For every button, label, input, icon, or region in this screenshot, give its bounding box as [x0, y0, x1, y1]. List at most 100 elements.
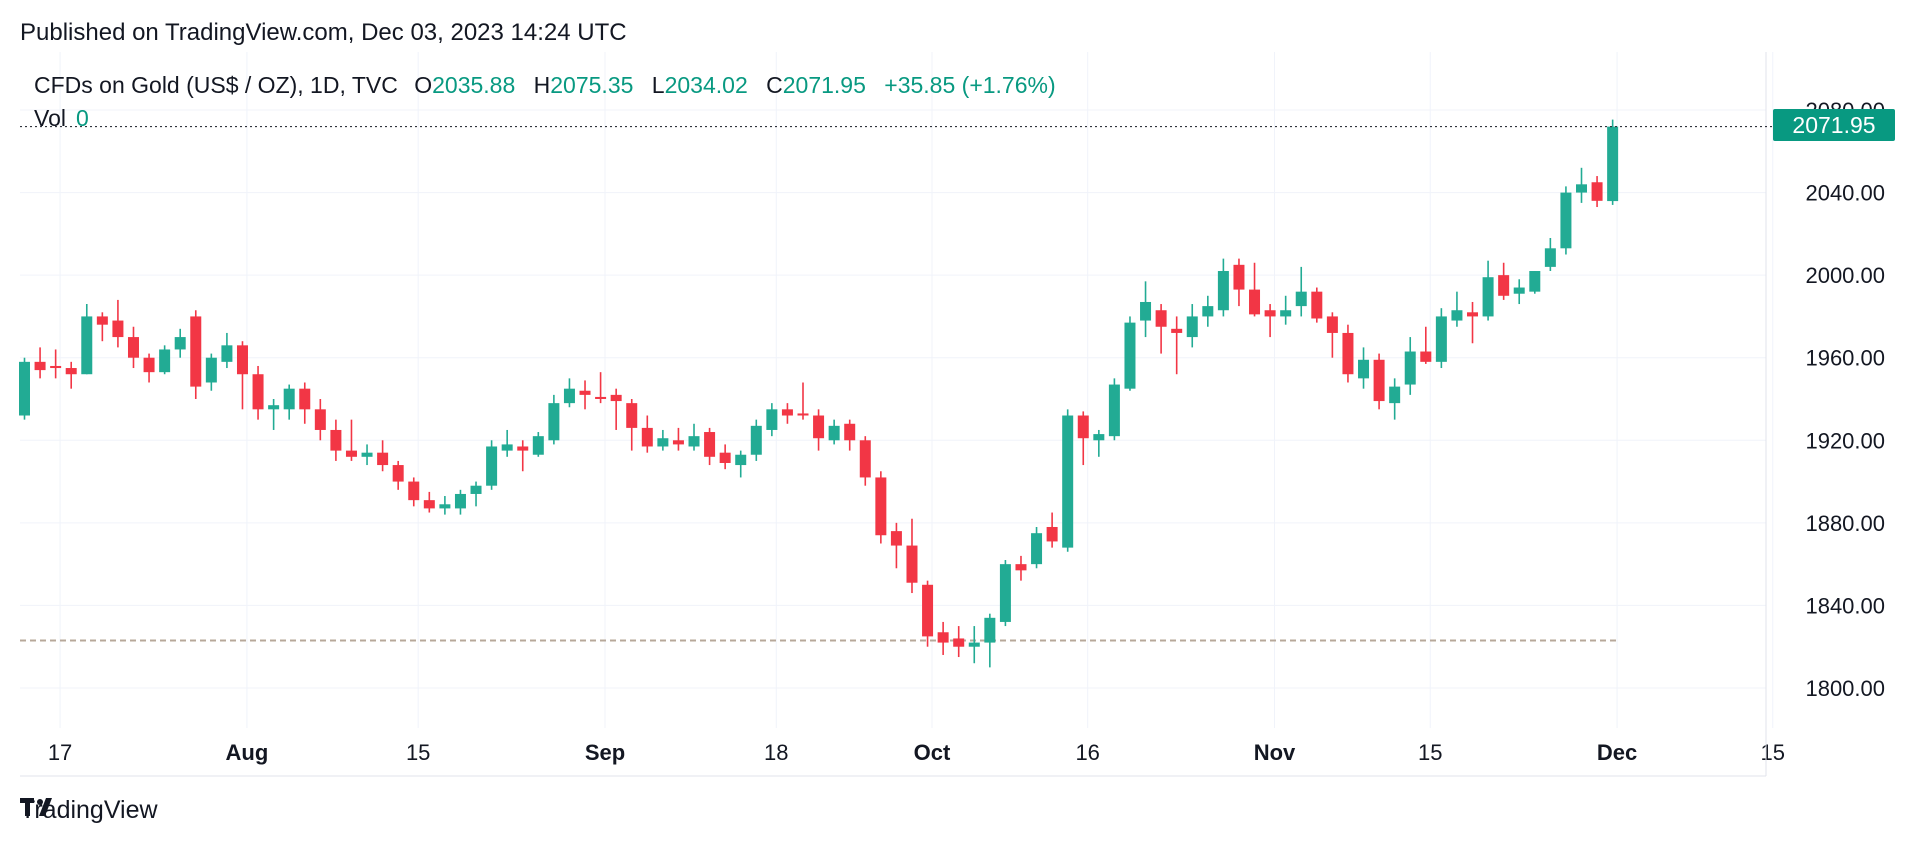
candle-body	[1576, 184, 1587, 193]
candle-body	[112, 320, 124, 338]
candle-body	[330, 429, 342, 451]
candle-body	[657, 438, 669, 447]
candle-body	[719, 452, 731, 463]
candle-body	[1420, 351, 1432, 362]
candle-body	[595, 396, 607, 399]
candle-body	[1358, 359, 1370, 379]
candle-body	[610, 394, 622, 402]
candle-body	[641, 427, 653, 447]
candle-body	[1077, 415, 1089, 439]
x-tick-label: Oct	[914, 740, 951, 765]
low-label: L	[651, 72, 665, 98]
candle-body	[828, 425, 840, 441]
candle-body	[1607, 126, 1619, 202]
candle-body	[299, 388, 311, 410]
candle-body	[423, 500, 435, 509]
x-tick-label: 18	[764, 740, 788, 765]
candle-body	[96, 316, 108, 325]
candle-body	[1124, 322, 1136, 389]
candle-body	[159, 349, 171, 373]
y-tick-label: 1800.00	[1805, 676, 1885, 701]
candle-body	[1513, 287, 1525, 294]
candle-body	[439, 504, 451, 509]
candle-body	[174, 337, 186, 350]
symbol-legend: CFDs on Gold (US$ / OZ), 1D, TVC O2035.8…	[34, 72, 1056, 99]
candle-body	[236, 345, 248, 375]
candle-body	[283, 388, 295, 410]
candle-body	[268, 405, 280, 410]
candle-body	[1186, 316, 1198, 338]
candle-body	[1326, 316, 1338, 333]
x-tick-label: Aug	[226, 740, 269, 765]
high-label: H	[533, 72, 551, 98]
candle-body	[766, 409, 778, 430]
candle-body	[1404, 351, 1416, 385]
candle-body	[50, 365, 62, 369]
candle-body	[1295, 291, 1307, 307]
candle-body	[579, 390, 591, 395]
candle-body	[19, 361, 30, 416]
candle-body	[377, 452, 389, 466]
candle-body	[672, 440, 684, 445]
candle-body	[1046, 526, 1058, 542]
last-price-badge: 2071.95	[1773, 109, 1895, 141]
candle-body	[454, 493, 466, 509]
published-caption: Published on TradingView.com, Dec 03, 20…	[20, 19, 627, 46]
candle-body	[1311, 291, 1323, 319]
volume-legend: Vol 0	[34, 105, 89, 132]
candle-body	[1280, 310, 1292, 317]
candle-body	[1560, 192, 1572, 249]
y-tick-label: 2040.00	[1805, 181, 1885, 206]
candle-body	[1544, 248, 1556, 267]
y-tick-label: 2000.00	[1805, 263, 1885, 288]
candle-body	[548, 403, 560, 441]
candle-body	[81, 316, 93, 375]
candle-body	[813, 415, 825, 439]
candle-body	[1451, 310, 1463, 321]
candle-body	[1233, 264, 1245, 290]
candle-body	[1155, 310, 1167, 327]
candle-body	[781, 409, 793, 416]
candle-body	[1529, 271, 1541, 292]
x-tick-label: 16	[1075, 740, 1099, 765]
candle-body	[875, 477, 887, 536]
candle-body	[750, 425, 762, 455]
open-value: 2035.88	[432, 72, 516, 98]
candle-body	[984, 617, 996, 643]
x-tick-label: 15	[1761, 740, 1785, 765]
candle-body	[1498, 275, 1510, 296]
candle-body	[1435, 316, 1447, 362]
candle-body	[1482, 277, 1494, 317]
candle-body	[1031, 533, 1043, 565]
candle-body	[1217, 271, 1229, 311]
symbol-name[interactable]: CFDs on Gold (US$ / OZ), 1D, TVC	[34, 72, 398, 98]
candle-body	[906, 545, 918, 583]
volume-value: 0	[75, 105, 89, 131]
candle-body	[953, 638, 965, 647]
candle-body	[1062, 415, 1074, 548]
candle-body	[1015, 564, 1027, 571]
candle-body	[859, 440, 871, 478]
candle-body	[1140, 301, 1152, 321]
candle-body	[143, 357, 155, 373]
x-tick-label: Nov	[1254, 740, 1296, 765]
tradingview-brand[interactable]: TradingView	[20, 796, 158, 825]
candle-body	[221, 345, 233, 362]
candle-body	[626, 403, 638, 428]
candle-body	[1467, 312, 1479, 317]
candle-body	[34, 361, 46, 371]
candle-body	[1249, 289, 1261, 315]
tradingview-logo-icon	[20, 798, 52, 816]
y-tick-label: 1840.00	[1805, 593, 1885, 618]
candle-body	[1389, 386, 1401, 404]
x-tick-label: 15	[406, 740, 430, 765]
candle-body	[65, 368, 77, 375]
candle-body	[1264, 310, 1276, 317]
x-tick-label: 15	[1418, 740, 1442, 765]
candle-body	[890, 531, 902, 546]
candle-body	[361, 452, 373, 457]
volume-label: Vol	[34, 105, 66, 131]
x-tick-label: Sep	[585, 740, 625, 765]
